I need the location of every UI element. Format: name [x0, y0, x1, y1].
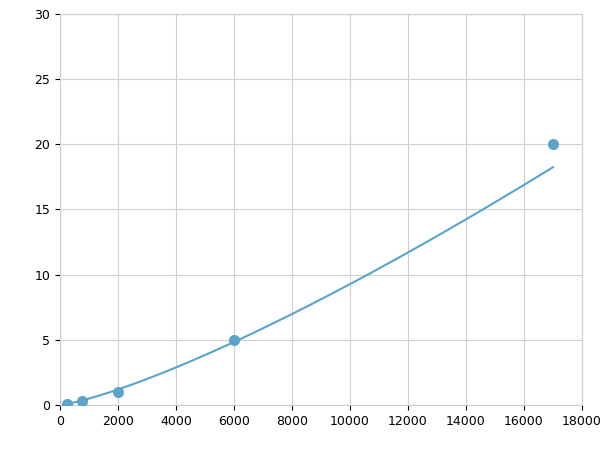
Point: [77, 397, 86, 405]
Point: [62, 400, 72, 407]
Point: [229, 336, 239, 343]
Point: [548, 140, 558, 148]
Point: [113, 388, 123, 396]
